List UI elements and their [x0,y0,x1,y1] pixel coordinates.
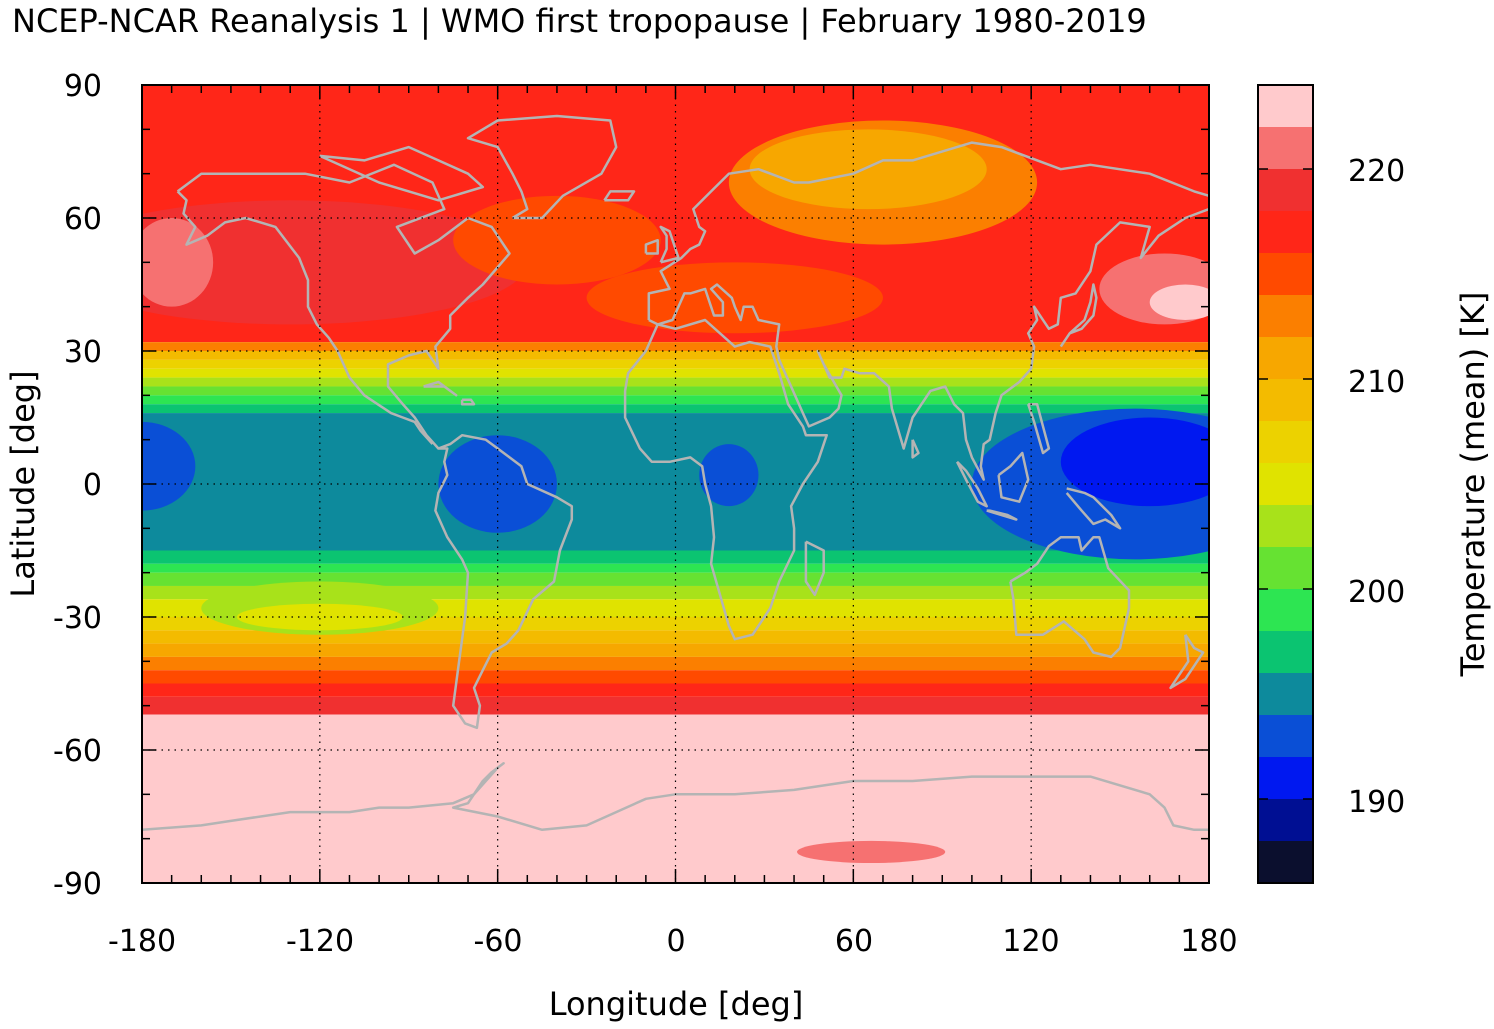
x-axis-label: Longitude [deg] [549,985,804,1023]
colorbar-tick-label: 220 [1348,154,1405,189]
heatmap-band [142,368,1209,378]
heatmap-band [142,696,1209,715]
coastline [997,451,1030,503]
coastline [142,762,1209,832]
colorbar-bin [1258,589,1313,631]
heatmap-band [142,714,1209,883]
coastline [955,460,988,508]
coastline [176,163,574,730]
heatmap-region [797,840,946,864]
colorbar-frame [1257,84,1314,884]
plot-area [141,84,1210,884]
coastline [648,207,1209,481]
y-axis-label: Latitude [deg] [4,370,42,597]
coastline [603,190,636,202]
heatmap-band [142,404,1209,414]
colorbar-tick-label: 210 [1348,365,1405,400]
heatmap-region [236,603,403,631]
colorbar-bin [1258,295,1313,337]
colorbar-bin [1258,253,1313,295]
heatmap-region [438,435,557,533]
coastline [1059,283,1098,348]
x-tick-label: -60 [474,924,523,959]
heatmap-band [142,377,1209,387]
grid-lines [142,85,1209,883]
coastline [1009,535,1131,659]
heatmap-region [1149,284,1209,320]
coastline [644,238,659,255]
colorbar-bin [1258,169,1313,211]
y-tick-label: -30 [53,601,102,636]
x-tick-label: 120 [1002,924,1059,959]
colorbar-bin [1258,505,1313,547]
y-tick-label: 90 [64,69,102,104]
heatmap-band [142,643,1209,657]
heatmap-band [142,342,1209,351]
colorbar-bins [1258,85,1313,883]
coastline [659,225,680,264]
heatmap-band [142,550,1209,564]
coastline [319,145,485,202]
coastline [911,439,920,459]
y-tick-label: -60 [53,734,102,769]
y-tick-label: 0 [83,468,102,503]
coastline [423,380,458,397]
heatmap-region [749,129,987,210]
x-tick-label: 180 [1180,924,1237,959]
heatmap-region [586,262,883,334]
heatmap-band [142,563,1209,573]
colorbar-tick-label: 200 [1348,575,1405,610]
coastline [647,141,1209,320]
heatmap-region [453,195,661,285]
x-tick-label: 0 [666,924,685,959]
coastline [804,540,825,597]
x-axis: -180 -120 -60 0 60 120 180 Longitude [de… [108,924,1238,1023]
heatmap-band [142,359,1209,369]
colorbar-bin [1258,463,1313,505]
colorbar-bin [1258,547,1313,589]
y-tick-label: 30 [64,335,102,370]
x-tick-label: -120 [286,924,354,959]
colorbar-ticks [1258,168,1313,800]
coastline [460,398,476,406]
heatmap-band [142,395,1209,405]
heatmap-region [142,200,528,325]
coastline [986,509,1018,521]
colorbar-bin [1258,85,1313,127]
heatmap-region [142,421,196,511]
heatmap-band [142,351,1209,360]
coastline [1065,487,1122,530]
y-tick-label: 60 [64,202,102,237]
heatmap-region [699,444,759,507]
y-tick-label: -90 [53,867,102,902]
colorbar-bin [1258,337,1313,379]
colorbar-bin [1258,799,1313,841]
heatmap-region [1060,417,1209,507]
colorbar-bin [1258,421,1313,463]
coastline [466,114,618,220]
colorbar-bin [1258,211,1313,253]
coastline [176,190,434,445]
colorbar-bin [1258,631,1313,673]
colorbar-bin [1258,127,1313,169]
colorbar: 190 200 210 220 Temperature (mean) [K] [1257,84,1492,884]
chart-title: NCEP-NCAR Reanalysis 1 | WMO first tropo… [12,2,1147,40]
colorbar-bin [1258,757,1313,799]
heatmap-band [142,630,1209,644]
colorbar-bin [1258,715,1313,757]
colorbar-bin [1258,673,1313,715]
coastline-outlines [142,114,1209,832]
x-tick-label: 60 [835,924,873,959]
axis-ticks [141,84,1210,884]
x-tick-label: -180 [108,924,176,959]
colorbar-tick-label: 190 [1348,785,1405,820]
coastline [623,318,828,641]
y-axis: 90 60 30 0 -30 -60 -90 Latitude [deg] [4,69,102,902]
colorbar-bin [1258,841,1313,883]
colorbar-bin [1258,379,1313,421]
colorbar-label: Temperature (mean) [K] [1454,292,1492,678]
coastline [1027,402,1051,455]
coastline [1169,634,1205,690]
